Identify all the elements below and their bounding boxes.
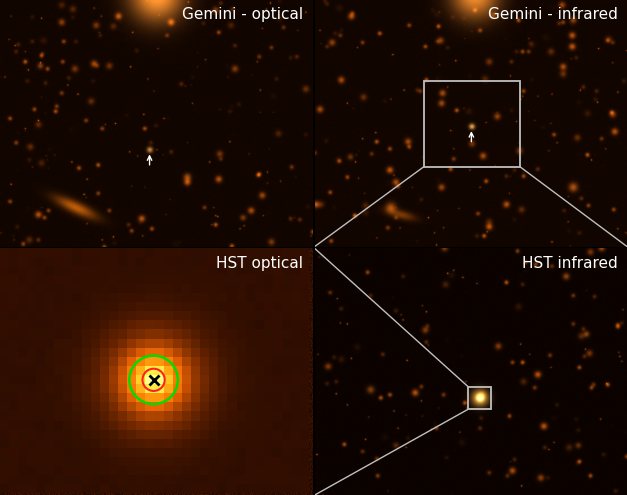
Text: Gemini - infrared: Gemini - infrared bbox=[488, 7, 618, 22]
Bar bbox=[424, 81, 520, 167]
Text: Gemini - optical: Gemini - optical bbox=[182, 7, 303, 22]
Text: HST optical: HST optical bbox=[216, 256, 303, 271]
Text: HST infrared: HST infrared bbox=[522, 256, 618, 271]
Bar bbox=[468, 387, 490, 409]
